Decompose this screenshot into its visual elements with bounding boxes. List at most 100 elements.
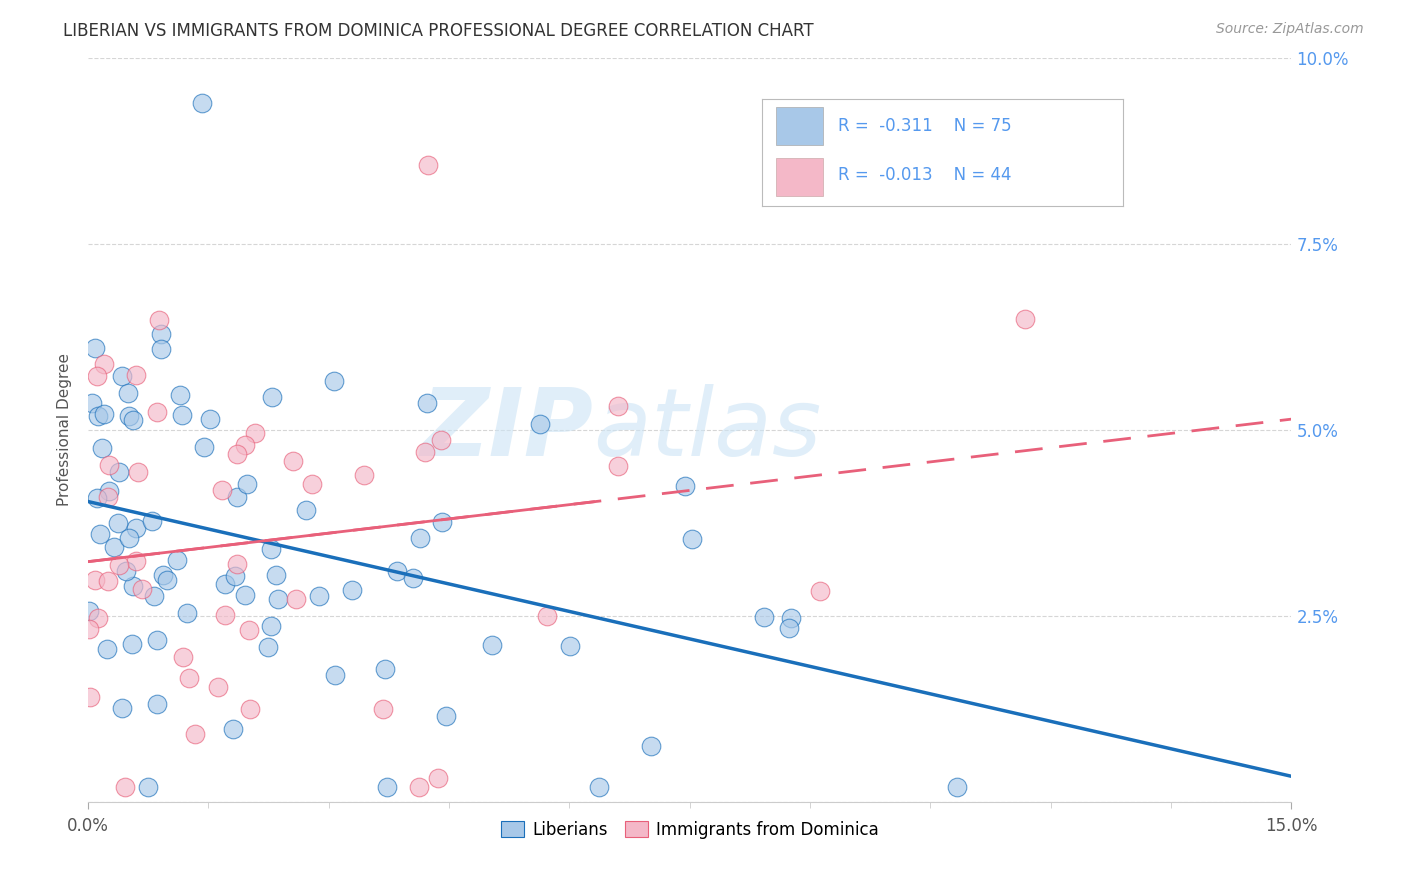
- Point: [752, 610, 775, 624]
- Point: [640, 739, 662, 754]
- Point: [125, 521, 148, 535]
- Point: [93, 407, 115, 421]
- Point: [558, 640, 581, 654]
- Point: [97, 574, 120, 588]
- Point: [681, 532, 703, 546]
- Point: [214, 607, 236, 622]
- Point: [245, 426, 267, 441]
- Point: [141, 515, 163, 529]
- Point: [529, 417, 551, 432]
- Point: [260, 619, 283, 633]
- Point: [108, 558, 131, 573]
- Text: LIBERIAN VS IMMIGRANTS FROM DOMINICA PROFESSIONAL DEGREE CORRELATION CHART: LIBERIAN VS IMMIGRANTS FROM DOMINICA PRO…: [63, 22, 814, 40]
- Point: [260, 542, 283, 557]
- Point: [377, 780, 399, 794]
- Point: [779, 611, 801, 625]
- Point: [226, 490, 249, 504]
- Point: [103, 540, 125, 554]
- Point: [233, 438, 256, 452]
- Point: [146, 633, 169, 648]
- Point: [79, 690, 101, 705]
- Point: [190, 96, 212, 111]
- Point: [97, 483, 120, 498]
- Point: [86, 409, 108, 423]
- Point: [114, 780, 136, 794]
- Point: [127, 466, 149, 480]
- Point: [118, 532, 141, 546]
- Point: [86, 368, 108, 383]
- Point: [82, 396, 104, 410]
- Text: Source: ZipAtlas.com: Source: ZipAtlas.com: [1216, 22, 1364, 37]
- Point: [125, 554, 148, 568]
- Point: [607, 399, 630, 413]
- Point: [172, 408, 194, 422]
- Point: [107, 516, 129, 530]
- Point: [131, 582, 153, 596]
- Point: [183, 727, 205, 741]
- Point: [77, 604, 100, 618]
- Point: [430, 434, 453, 448]
- Point: [607, 458, 630, 473]
- Point: [121, 637, 143, 651]
- Point: [536, 608, 558, 623]
- Point: [79, 622, 101, 636]
- Point: [152, 567, 174, 582]
- Point: [416, 396, 439, 410]
- Point: [1014, 312, 1036, 326]
- Point: [257, 640, 280, 654]
- Point: [226, 557, 249, 571]
- Point: [224, 569, 246, 583]
- Y-axis label: Professional Degree: Professional Degree: [58, 353, 72, 506]
- Point: [111, 700, 134, 714]
- Point: [121, 579, 143, 593]
- Point: [166, 553, 188, 567]
- Point: [323, 374, 346, 388]
- Point: [430, 515, 453, 529]
- Point: [86, 491, 108, 505]
- Point: [408, 780, 430, 794]
- Point: [169, 388, 191, 402]
- Point: [97, 490, 120, 504]
- Point: [193, 441, 215, 455]
- Point: [402, 570, 425, 584]
- Point: [371, 702, 394, 716]
- Point: [143, 589, 166, 603]
- Point: [284, 592, 307, 607]
- Point: [172, 650, 194, 665]
- Point: [107, 465, 129, 479]
- Point: [673, 479, 696, 493]
- Point: [264, 568, 287, 582]
- Point: [239, 702, 262, 716]
- Point: [146, 697, 169, 711]
- Point: [83, 573, 105, 587]
- Point: [427, 771, 450, 785]
- Point: [125, 368, 148, 382]
- Point: [150, 343, 173, 357]
- Point: [146, 405, 169, 419]
- Point: [295, 503, 318, 517]
- Point: [226, 447, 249, 461]
- Point: [301, 477, 323, 491]
- Point: [156, 574, 179, 588]
- Point: [323, 667, 346, 681]
- Point: [413, 445, 436, 459]
- Point: [136, 780, 159, 794]
- Point: [89, 526, 111, 541]
- Point: [385, 564, 408, 578]
- Point: [121, 412, 143, 426]
- Point: [87, 611, 110, 625]
- Point: [353, 468, 375, 483]
- Point: [808, 584, 831, 599]
- Point: [281, 454, 304, 468]
- Point: [93, 358, 115, 372]
- Point: [148, 313, 170, 327]
- Point: [200, 412, 222, 426]
- Point: [114, 564, 136, 578]
- Point: [262, 390, 284, 404]
- Point: [222, 723, 245, 737]
- Point: [177, 672, 200, 686]
- Legend: Liberians, Immigrants from Dominica: Liberians, Immigrants from Dominica: [494, 814, 886, 846]
- Point: [111, 368, 134, 383]
- Point: [84, 341, 107, 355]
- Point: [96, 642, 118, 657]
